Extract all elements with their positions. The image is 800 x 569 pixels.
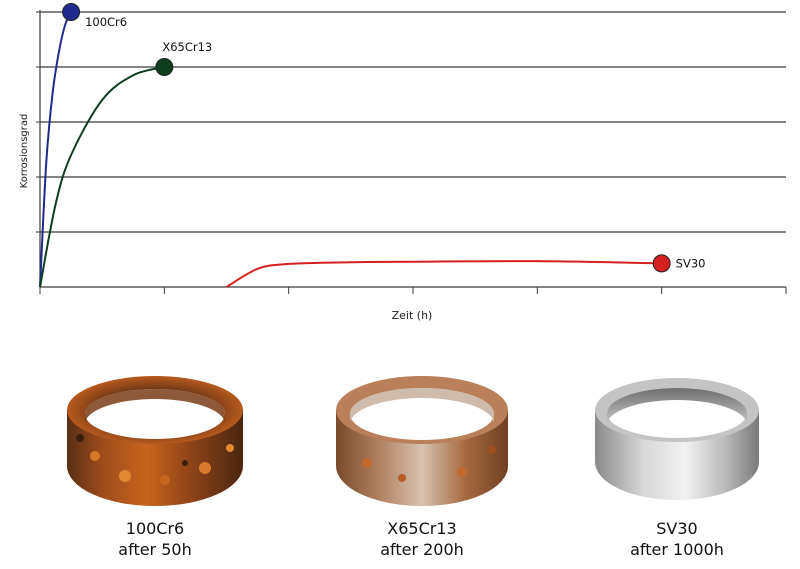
chart-axes <box>36 10 787 294</box>
sample-material: X65Cr13 <box>387 519 457 538</box>
chart-series-labels: 100Cr6 X65Cr13 SV30 <box>85 15 705 270</box>
x-axis-label: Zeit (h) <box>392 309 433 322</box>
series-end-marker <box>155 58 174 76</box>
series-label: 100Cr6 <box>85 15 127 29</box>
sample-x65cr13: X65Cr13 after 200h <box>312 368 532 560</box>
sample-caption: 100Cr6 after 50h <box>45 518 265 560</box>
sample-material: SV30 <box>656 519 698 538</box>
sample-duration: after 50h <box>118 540 192 559</box>
sample-caption: SV30 after 1000h <box>567 518 787 560</box>
chart-series <box>39 3 671 288</box>
clean-ring-image <box>595 378 759 500</box>
series-label: SV30 <box>676 256 706 270</box>
chart-grid <box>40 11 786 233</box>
series-line <box>39 11 72 288</box>
series-end-marker <box>652 254 671 273</box>
sample-duration: after 200h <box>380 540 464 559</box>
sample-material: 100Cr6 <box>125 519 185 538</box>
corrosion-chart: 100Cr6 X65Cr13 SV30 Zeit (h) Korrosionsgra… <box>19 3 787 322</box>
sample-duration: after 1000h <box>630 540 724 559</box>
sample-100cr6: 100Cr6 after 50h <box>45 368 265 560</box>
sample-caption: X65Cr13 after 200h <box>312 518 532 560</box>
series-line <box>39 66 165 288</box>
series-end-marker <box>62 3 81 21</box>
rusted-ring-image <box>67 376 243 506</box>
series-label: X65Cr13 <box>162 40 212 54</box>
series-line <box>225 260 662 288</box>
y-axis-label: Korrosionsgrad <box>19 114 30 189</box>
sample-sv30: SV30 after 1000h <box>567 368 787 560</box>
partially-rusted-ring-image <box>336 376 508 506</box>
